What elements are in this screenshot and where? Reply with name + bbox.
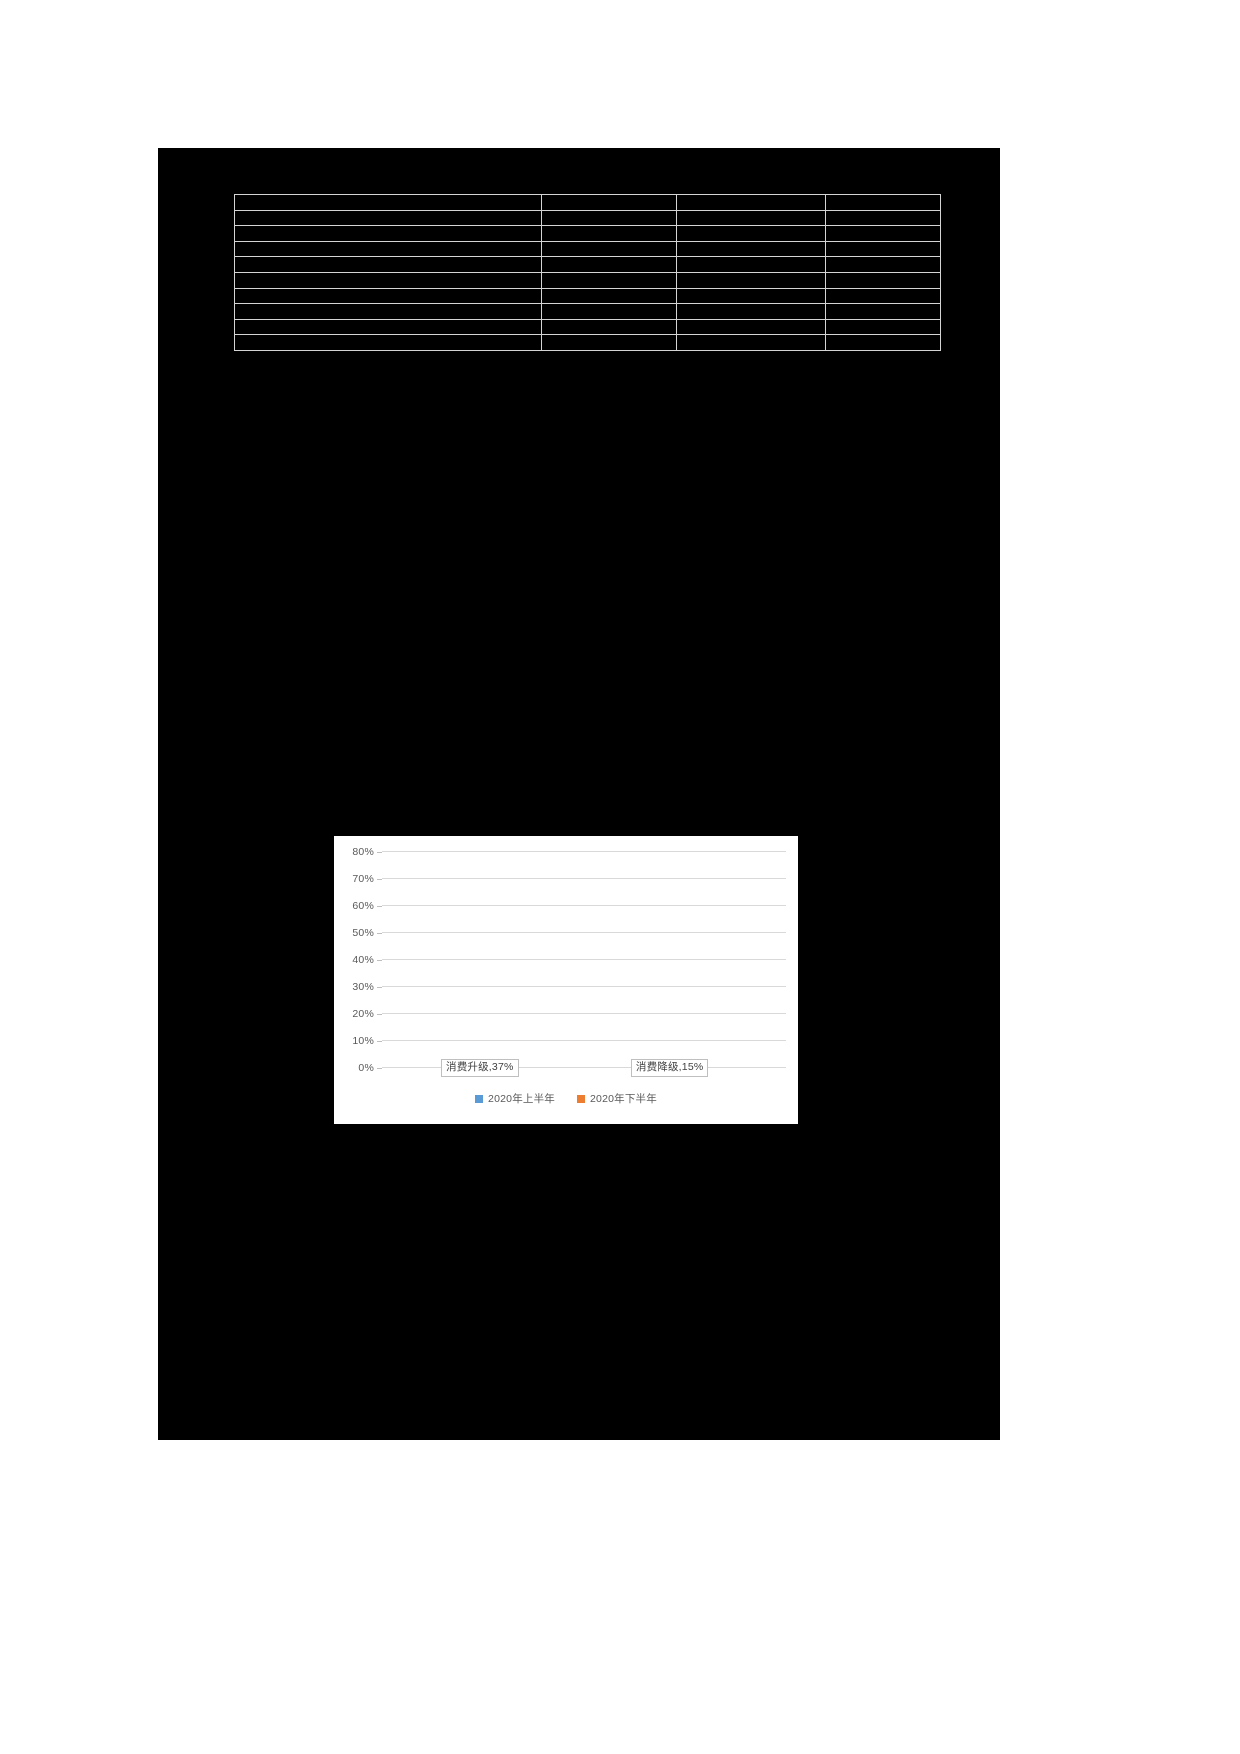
empty-data-table [234, 194, 941, 351]
gridline: 80% [352, 846, 786, 858]
table-row [234, 225, 941, 242]
gridline: 30% [352, 981, 786, 993]
bars-layer: 消费升级,28%消费升级,37%消费降级,55%消费降级,15% [382, 852, 786, 1077]
gridline: 40% [352, 954, 786, 966]
table-cell [234, 271, 542, 289]
table-row [234, 256, 941, 273]
table-body [234, 194, 941, 351]
table-cell [541, 256, 677, 273]
table-cell [541, 303, 677, 320]
table-cell [541, 334, 677, 351]
table-cell [541, 271, 677, 289]
y-axis-tick-mark [377, 906, 382, 907]
gridline: 10% [352, 1035, 786, 1047]
y-axis-tick-mark [377, 987, 382, 988]
legend-label: 2020年上半年 [488, 1093, 555, 1105]
table-cell [541, 287, 677, 305]
table-cell [825, 334, 941, 351]
legend-item[interactable]: 2020年下半年 [577, 1091, 657, 1106]
table-row [234, 303, 941, 320]
table-cell [234, 225, 542, 242]
legend-label: 2020年下半年 [590, 1093, 657, 1105]
table-row [234, 209, 941, 227]
table-cell [234, 209, 542, 227]
table-cell [825, 209, 941, 227]
table-cell [541, 209, 677, 227]
table-row [234, 334, 941, 351]
chart-plot-area: 0% 10% 20% 30% 40% 50% 60% 70% 80% 消费升级,28%消费升级,… [352, 846, 786, 1077]
y-axis-tick-label: 10% [352, 1035, 374, 1047]
y-axis-tick-label: 50% [352, 927, 374, 939]
y-axis-tick-mark [377, 960, 382, 961]
table-cell [676, 194, 826, 211]
table-cell [234, 318, 542, 336]
table-row [234, 240, 941, 258]
y-axis-tick-label: 0% [358, 1062, 374, 1074]
table-cell [541, 318, 677, 336]
stacked-bar-chart: 0% 10% 20% 30% 40% 50% 60% 70% 80% 消费升级,28%消费升级,… [334, 836, 798, 1124]
y-axis-tick-mark [377, 933, 382, 934]
gridline: 20% [352, 1008, 786, 1020]
y-axis-tick-label: 20% [352, 1008, 374, 1020]
bar-data-label: 消费升级,37% [441, 1058, 519, 1077]
table-cell [676, 318, 826, 336]
gridline: 0% [358, 1062, 786, 1074]
table-cell [825, 303, 941, 320]
table-cell [825, 318, 941, 336]
table-cell [234, 334, 542, 351]
table-cell [676, 303, 826, 320]
gridline: 50% [352, 927, 786, 939]
table-cell [541, 225, 677, 242]
legend-item[interactable]: 2020年上半年 [475, 1091, 555, 1106]
legend-swatch-icon [577, 1094, 585, 1103]
table-cell [825, 271, 941, 289]
y-axis-tick-mark [377, 852, 382, 853]
bar-data-label: 消费降级,15% [630, 1058, 709, 1077]
table-cell [234, 240, 542, 258]
table-row [234, 271, 941, 289]
y-axis-tick-label: 30% [352, 981, 374, 993]
gridline: 70% [352, 873, 786, 885]
table-cell [825, 225, 941, 242]
table-cell [825, 256, 941, 273]
table-cell [676, 256, 826, 273]
table-cell [676, 334, 826, 351]
table-cell [676, 225, 826, 242]
table-cell [541, 240, 677, 258]
table-cell [825, 240, 941, 258]
legend-swatch-icon [475, 1094, 484, 1103]
y-axis-tick-label: 80% [352, 846, 374, 858]
gridline: 60% [352, 900, 786, 912]
table-row [234, 318, 941, 336]
table-cell [234, 303, 542, 320]
table-cell [825, 194, 941, 211]
table-cell [825, 287, 941, 305]
table-cell [676, 271, 826, 289]
page-content-area [158, 148, 1000, 1440]
table-cell [676, 209, 826, 227]
table-cell [676, 287, 826, 305]
table-cell [234, 256, 542, 273]
chart-legend: 2020年上半年 2020年下半年 [334, 1091, 798, 1106]
y-axis-tick-mark [377, 879, 382, 880]
y-axis-tick-mark [377, 1068, 382, 1069]
y-axis-tick-mark [377, 1014, 382, 1015]
y-axis-tick-mark [377, 1041, 382, 1042]
table-row [234, 287, 941, 305]
table-cell [234, 287, 542, 305]
y-axis-tick-label: 60% [352, 900, 374, 912]
table-row [234, 194, 941, 211]
table-cell [676, 240, 826, 258]
table-cell [234, 194, 542, 211]
y-axis-tick-label: 40% [352, 954, 374, 966]
y-axis-tick-label: 70% [352, 873, 374, 885]
table-cell [541, 194, 677, 211]
